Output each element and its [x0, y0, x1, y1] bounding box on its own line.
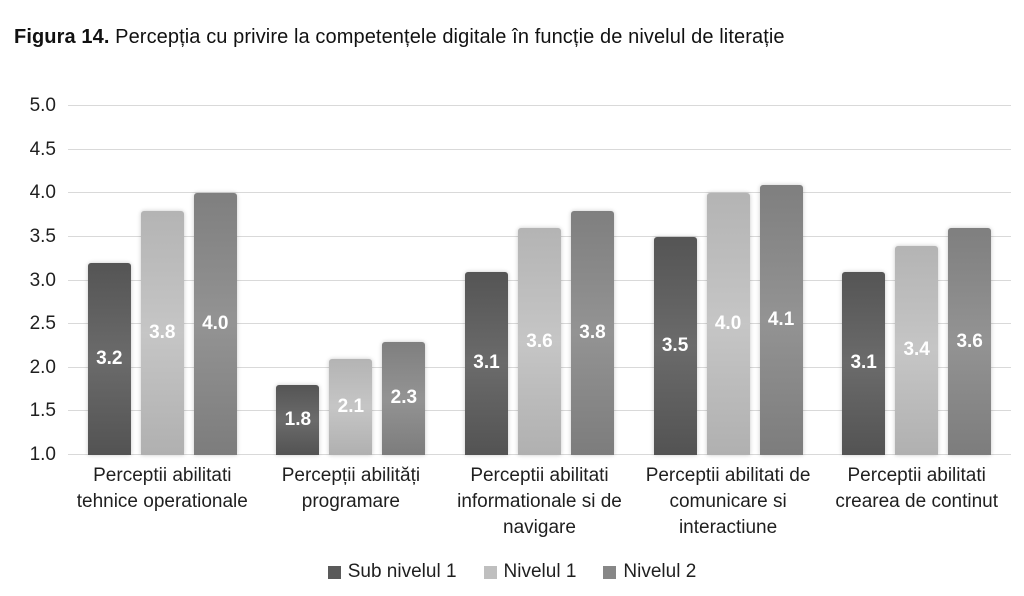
y-axis: 1.0 1.5 2.0 2.5 3.0 3.5 4.0 4.5 5.0	[0, 95, 56, 465]
y-axis-tick-label: 1.5	[29, 400, 56, 422]
bar-value-label: 2.3	[390, 387, 418, 409]
plot-area: 3.2 3.8 4.0 1.8 2.1 2.3 3.1 3.6 3.8 3.5 4.0 4.1 3.1 3…	[68, 105, 1011, 455]
bar: 3.8	[570, 210, 614, 455]
category-label: Perceptii abilitati de comunicare si int…	[645, 465, 811, 538]
bar-value-label: 2.1	[337, 396, 365, 418]
legend-label: Sub nivelul 1	[347, 561, 457, 582]
bar-value-label: 1.8	[284, 409, 312, 431]
bar-value-label: 4.1	[767, 308, 795, 330]
bar-value-label: 3.4	[903, 339, 930, 361]
bar-group: 3.1 3.6 3.8	[445, 106, 634, 455]
category-label: Perceptii abilitati tehnice operationale	[76, 465, 248, 512]
bar-group: 3.2 3.8 4.0	[68, 106, 257, 455]
gridline	[68, 148, 1011, 150]
legend-item: Sub nivelul 1	[327, 561, 457, 583]
bar-value-label: 3.2	[96, 348, 123, 370]
y-axis-tick-label: 4.0	[29, 182, 56, 204]
gridline	[68, 192, 1011, 194]
legend-item: Nivelul 2	[603, 561, 696, 583]
bar: 3.1	[842, 271, 886, 455]
bar: 2.1	[329, 359, 373, 455]
bar-group: 3.5 4.0 4.1	[634, 106, 823, 455]
bar-value-label: 3.6	[956, 330, 983, 352]
bar: 3.2	[87, 263, 131, 455]
bar-value-label: 4.0	[714, 313, 742, 335]
bar-value-label: 3.1	[850, 352, 877, 374]
bar: 3.6	[517, 228, 561, 455]
bar: 4.0	[706, 193, 750, 455]
bar: 3.4	[895, 245, 939, 455]
y-axis-tick-label: 4.5	[29, 138, 56, 160]
legend-swatch	[603, 565, 617, 579]
figure-title: Figura 14. Percepția cu privire la compe…	[14, 26, 785, 49]
y-axis-tick-label: 2.0	[29, 356, 56, 378]
legend-swatch	[327, 565, 341, 579]
legend-swatch	[483, 565, 497, 579]
bar-group: 1.8 2.1 2.3	[257, 106, 446, 455]
x-axis-category-labels: Perceptii abilitati tehnice operationale…	[68, 463, 1011, 541]
bar: 2.3	[382, 341, 426, 455]
bar: 3.8	[140, 210, 184, 455]
category-label: Perceptii abilitati informationale si de…	[457, 465, 622, 538]
category-label: Perceptii abilitati crearea de continut	[835, 465, 998, 512]
bar-value-label: 3.5	[661, 334, 689, 356]
y-axis-tick-label: 1.0	[29, 444, 56, 465]
bar-value-label: 3.8	[579, 321, 606, 343]
bar-groups: 3.2 3.8 4.0 1.8 2.1 2.3 3.1 3.6 3.8 3.5 4.0 4.1 3.1 3…	[68, 106, 1011, 455]
category-label: Percepții abilități programare	[281, 465, 421, 512]
legend-label: Nivelul 1	[503, 561, 577, 582]
bar-value-label: 3.6	[526, 330, 553, 352]
y-axis-tick-label: 3.5	[29, 225, 56, 247]
y-axis-tick-label: 3.0	[29, 269, 56, 291]
bar: 3.5	[653, 236, 697, 455]
bar: 4.1	[759, 184, 803, 455]
y-axis-tick-label: 5.0	[29, 95, 56, 116]
legend-label: Nivelul 2	[623, 561, 697, 582]
bar-group: 3.1 3.4 3.6	[822, 106, 1011, 455]
y-axis-tick-label: 2.5	[29, 313, 56, 335]
legend: Sub nivelul 1 Nivelul 1 Nivelul 2	[0, 561, 1024, 583]
figure-number: Figura 14.	[14, 26, 110, 48]
bar: 3.1	[464, 271, 508, 455]
bar-value-label: 3.8	[149, 321, 176, 343]
bar-value-label: 3.1	[473, 352, 500, 374]
gridline	[68, 105, 1011, 106]
bar-value-label: 4.0	[202, 313, 229, 335]
bar: 4.0	[193, 193, 237, 455]
legend-item: Nivelul 1	[483, 561, 577, 583]
figure-title-text: Percepția cu privire la competențele dig…	[109, 26, 785, 48]
bar: 3.6	[948, 228, 992, 455]
bar: 1.8	[276, 385, 320, 455]
